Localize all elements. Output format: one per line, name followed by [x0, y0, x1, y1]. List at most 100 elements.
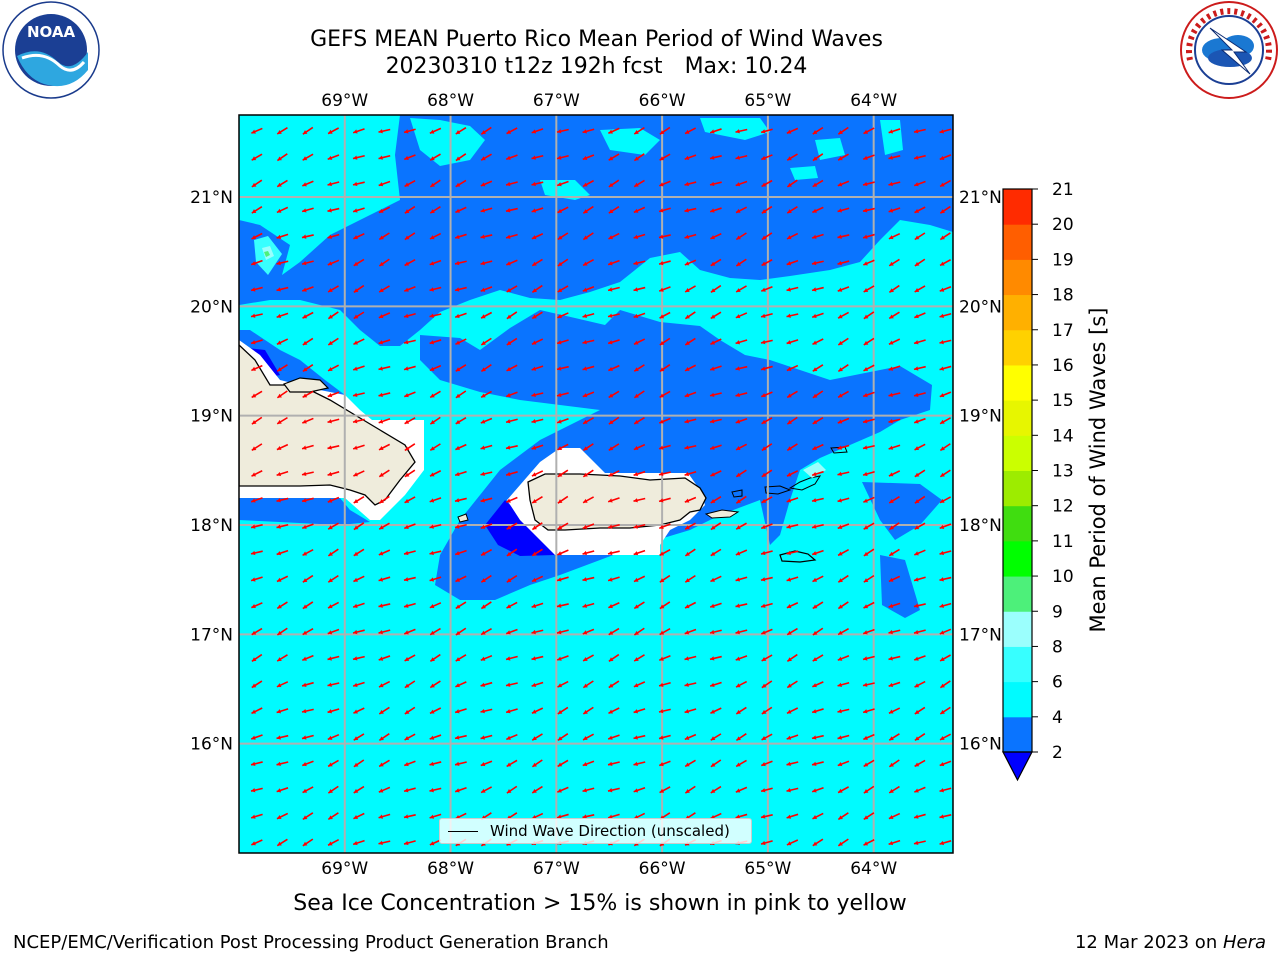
- wave-arrow-head: [940, 182, 945, 187]
- wave-arrow-head: [633, 260, 638, 266]
- wave-arrow-head: [786, 735, 792, 740]
- wave-arrow-head: [404, 446, 410, 451]
- wave-arrow-head: [787, 630, 792, 635]
- latitude-labels-right: 21°N 20°N 19°N 18°N 17°N 16°N: [959, 188, 1002, 755]
- wave-arrow-head: [531, 419, 536, 424]
- wave-arrow-head: [302, 841, 308, 846]
- wave-arrow-head: [736, 446, 741, 450]
- wave-arrow-head: [532, 525, 537, 530]
- wave-arrow-head: [455, 367, 461, 372]
- wave-arrow-head: [659, 208, 664, 213]
- wave-arrow-head: [684, 471, 690, 477]
- wave-arrow-head: [608, 788, 613, 793]
- wave-arrow-head: [914, 709, 920, 714]
- wave-arrow-head: [531, 155, 536, 160]
- wave-arrow-head: [608, 577, 613, 582]
- wave-arrow-head: [480, 260, 485, 266]
- colorbar-tick-label: 2: [1052, 743, 1063, 763]
- wave-arrow-head: [455, 761, 460, 766]
- wave-arrow-head: [455, 313, 460, 319]
- wave-arrow-head: [634, 182, 639, 187]
- wave-arrow-head: [582, 393, 588, 398]
- wave-arrow-head: [838, 393, 843, 398]
- wave-arrow-head: [404, 209, 410, 214]
- wave-arrow-head: [684, 498, 690, 503]
- wave-arrow-head: [889, 762, 894, 767]
- wave-arrow-head: [710, 392, 715, 397]
- wave-arrow-head: [940, 736, 945, 740]
- wave-arrow-head: [277, 657, 282, 662]
- wave-arrow-head: [761, 498, 767, 503]
- wave-arrow-head: [634, 657, 639, 662]
- wave-arrow-head: [583, 209, 588, 214]
- wave-arrow-head: [684, 682, 689, 687]
- wave-arrow-head: [787, 420, 792, 425]
- wave-arrow-head: [863, 551, 869, 556]
- wave-arrow-head: [379, 683, 384, 688]
- wave-arrow-head: [735, 182, 741, 187]
- wave-arrow-head: [277, 841, 282, 846]
- wave-arrow-head: [633, 788, 639, 793]
- wave-arrow-head: [914, 288, 920, 292]
- wave-arrow-head: [403, 339, 409, 345]
- wave-arrow-head: [710, 472, 715, 477]
- wave-arrow-head: [914, 577, 919, 582]
- wave-arrow-head: [582, 366, 588, 371]
- wave-arrow-head: [506, 789, 512, 794]
- wave-arrow-head: [353, 392, 358, 397]
- wave-arrow-head: [608, 420, 614, 425]
- colorbar-segment: [1003, 259, 1032, 296]
- wave-arrow-head: [480, 445, 486, 450]
- wave-arrow-head: [736, 736, 741, 741]
- wave-arrow-head: [685, 604, 690, 609]
- wave-arrow-head: [633, 471, 639, 477]
- wave-arrow-head: [276, 313, 282, 319]
- wave-arrow-head: [608, 735, 613, 740]
- lon-tick-label-bottom: 68°W: [427, 859, 474, 879]
- lon-tick-label-bottom: 64°W: [850, 859, 897, 879]
- lat-tick-label-left: 19°N: [190, 407, 233, 427]
- wave-arrow-head: [735, 314, 741, 319]
- wave-arrow-head: [888, 366, 894, 371]
- wave-arrow-head: [353, 709, 358, 714]
- wave-arrow-head: [659, 314, 665, 319]
- wave-arrow-head: [914, 446, 920, 450]
- wave-arrow-head: [914, 736, 920, 741]
- wave-arrow-head: [531, 629, 536, 635]
- wave-arrow-head: [761, 393, 766, 398]
- wave-arrow-head: [301, 471, 307, 477]
- wave-arrow-head: [838, 578, 843, 583]
- wave-arrow-head: [378, 840, 383, 846]
- wave-arrow-head: [557, 182, 562, 187]
- wave-arrow-head: [429, 814, 435, 819]
- wave-arrow-head: [863, 841, 869, 846]
- wave-arrow-head: [556, 603, 562, 608]
- wave-arrow-head: [888, 155, 893, 160]
- wave-arrow-head: [812, 761, 817, 766]
- footer-date: 12 Mar 2023 on Hera: [1075, 931, 1266, 955]
- wave-arrow-head: [914, 208, 920, 213]
- wave-arrow-head: [251, 129, 256, 134]
- colorbar-tick-label: 9: [1052, 602, 1063, 622]
- wave-arrow-head: [786, 340, 792, 345]
- wave-arrow-head: [557, 288, 563, 292]
- wave-arrow-head: [735, 551, 741, 556]
- wave-arrow-head: [685, 789, 690, 794]
- wave-arrow-head: [353, 551, 359, 556]
- wave-arrow-head: [634, 367, 639, 372]
- wave-arrow-head: [939, 603, 945, 608]
- wave-arrow-head: [455, 419, 461, 424]
- wave-arrow-head: [634, 156, 639, 161]
- wave-arrow-head: [940, 472, 945, 477]
- wave-arrow-head: [353, 235, 358, 240]
- wave-arrow-head: [353, 814, 358, 819]
- lat-tick-label-right: 16°N: [959, 735, 1002, 755]
- wave-arrow-head: [685, 288, 690, 292]
- map-title: GEFS MEAN Puerto Rico Mean Period of Win…: [310, 27, 883, 52]
- wave-arrow-head: [251, 446, 257, 451]
- wave-arrow-head: [888, 181, 893, 187]
- wave-arrow-head: [506, 234, 511, 239]
- wave-arrow-head: [633, 815, 639, 819]
- wave-arrow-head: [455, 709, 460, 714]
- wave-arrow-head: [888, 629, 893, 635]
